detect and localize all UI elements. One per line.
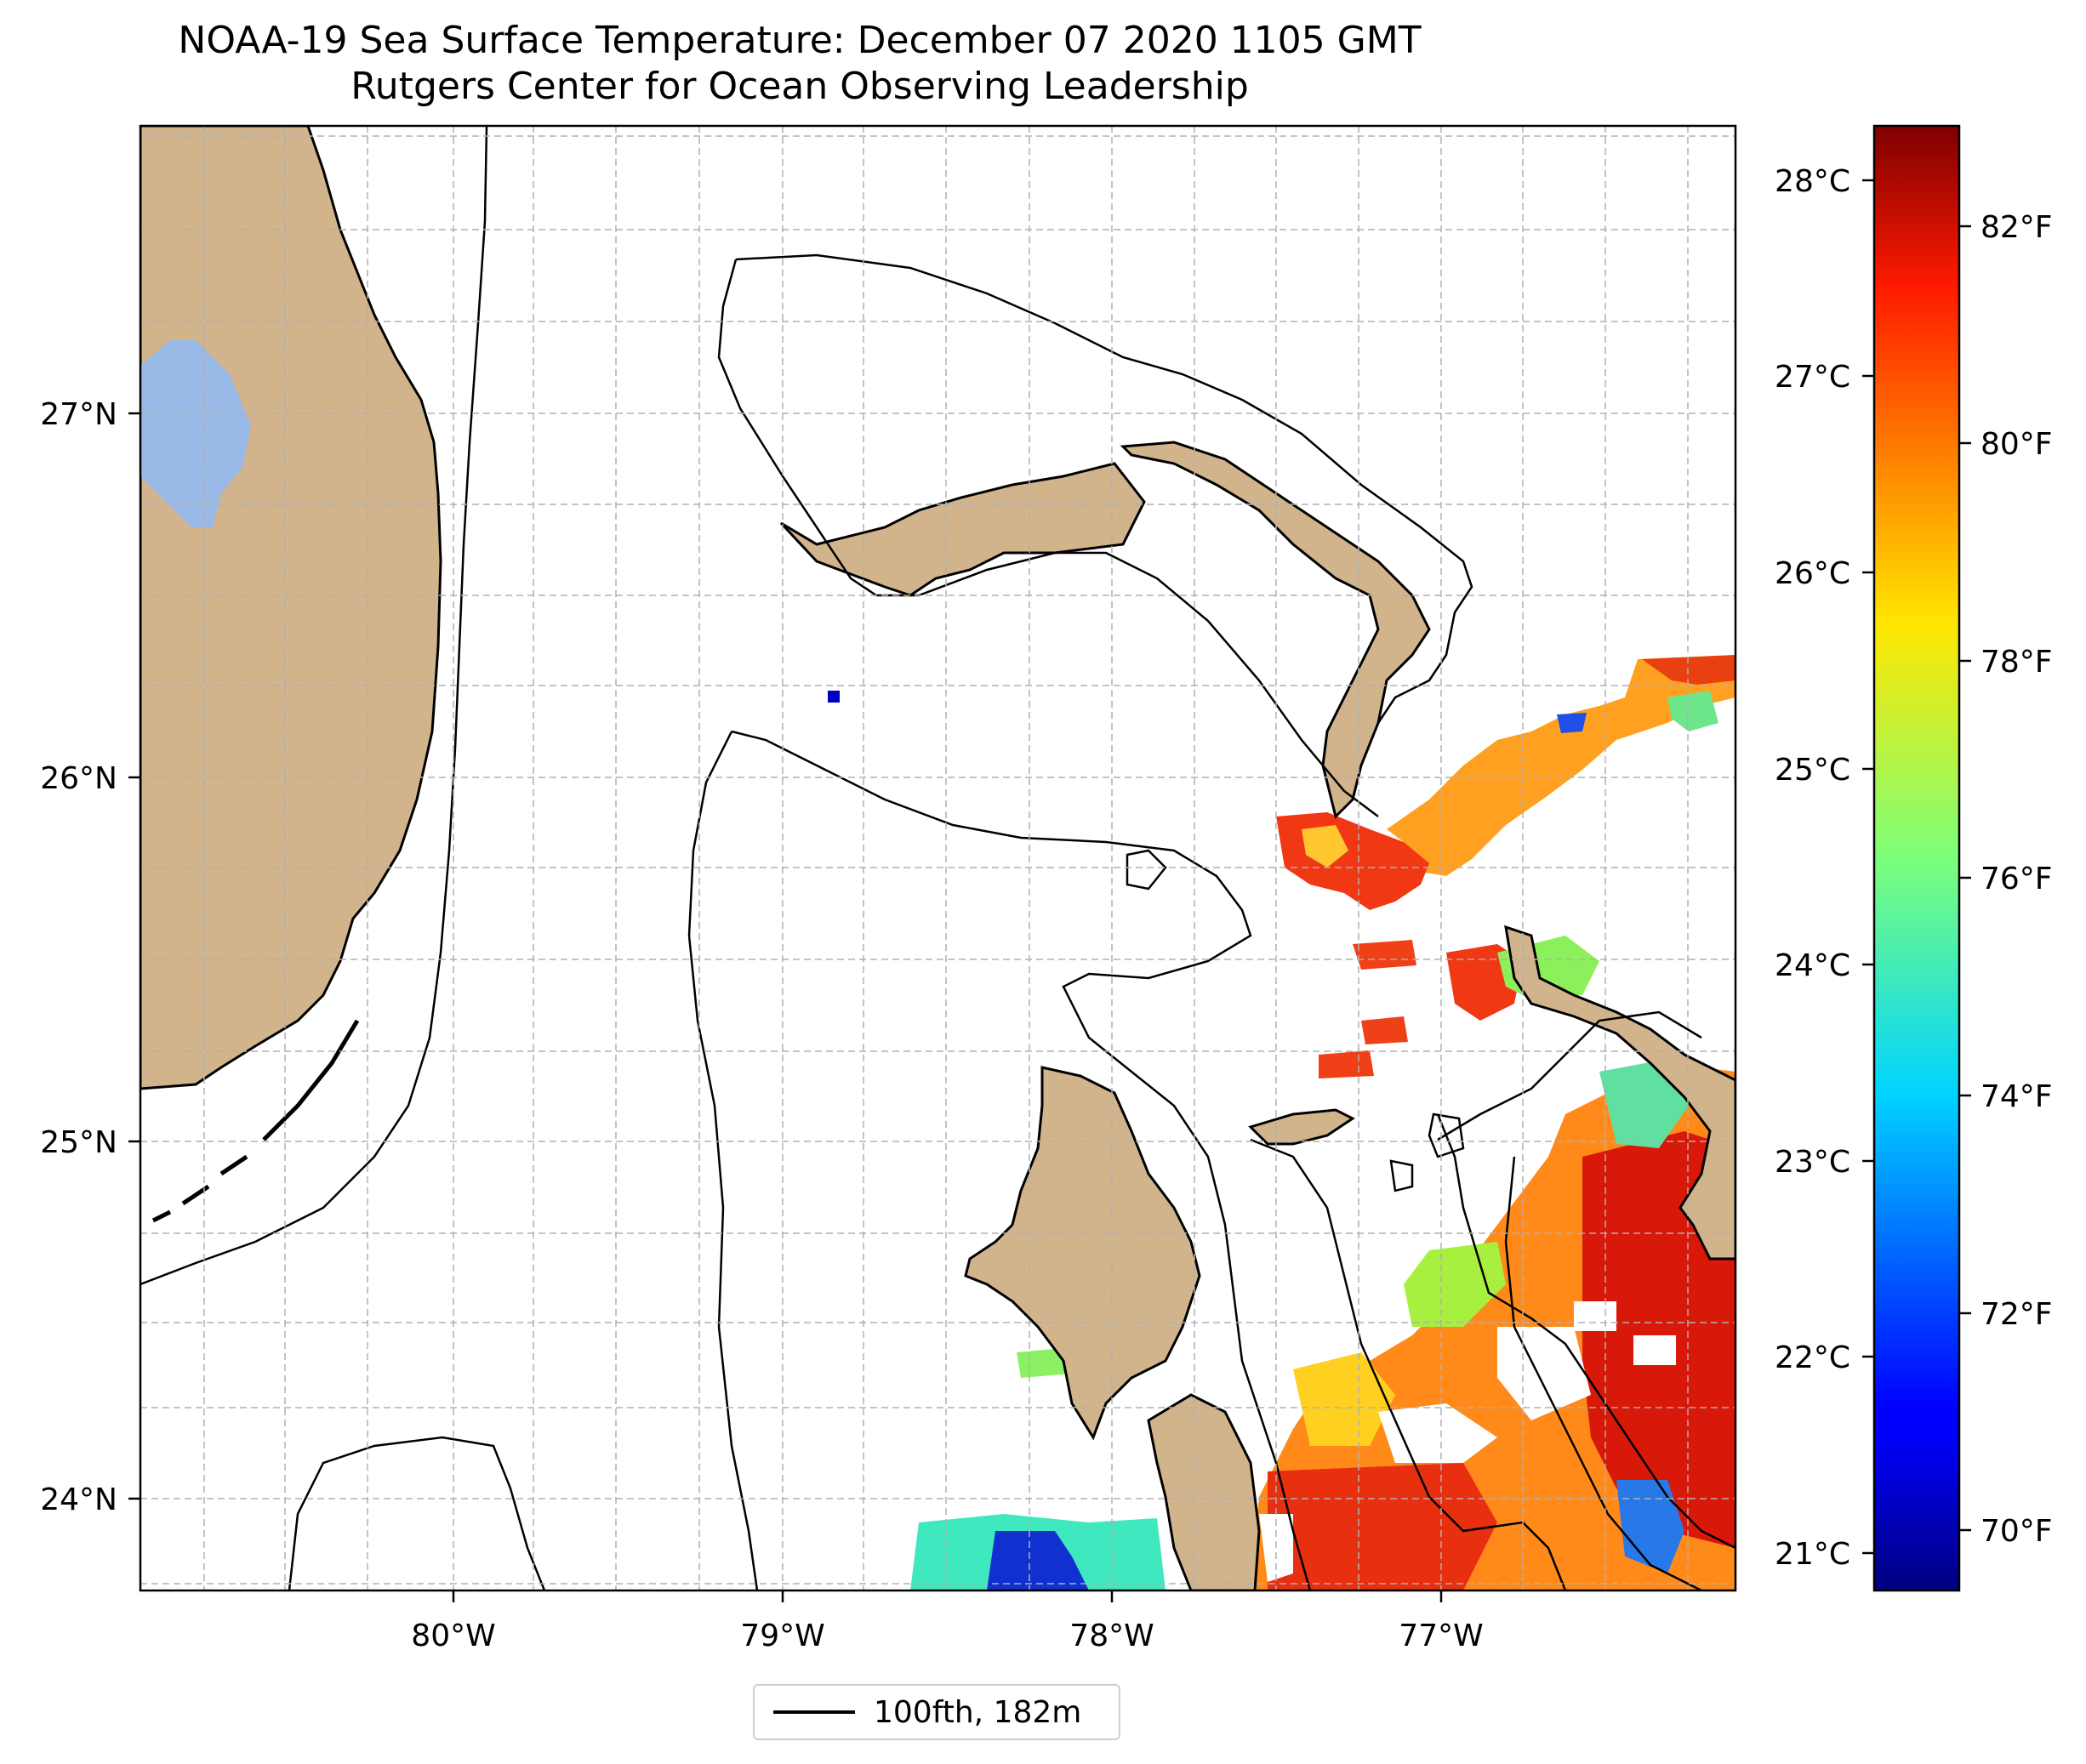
- fahrenheit-ticks: [1959, 225, 1971, 1532]
- isobath-100fth: [140, 126, 1735, 1590]
- sst-patch-sw-blue: [987, 1531, 1089, 1590]
- celsius-label: 28°C: [1775, 164, 1850, 199]
- lat-label: 26°N: [40, 761, 117, 796]
- small-cay: [1126, 849, 1167, 891]
- sst-patch-ne-green: [1667, 691, 1718, 731]
- lat-label: 25°N: [40, 1125, 117, 1160]
- sst-patch-small-1: [1353, 940, 1416, 970]
- lake-okeechobee: [140, 340, 251, 527]
- legend-label: 100fth, 182m: [874, 1694, 1082, 1730]
- map-frame: [139, 124, 1737, 1592]
- celsius-label: 22°C: [1775, 1340, 1850, 1375]
- sst-patch-se-blue: [1616, 1480, 1684, 1573]
- small-cay-3: [1389, 1159, 1414, 1192]
- andros-south: [1147, 1393, 1261, 1590]
- sst-data-layer: [828, 655, 1735, 1590]
- chart-title: NOAA-19 Sea Surface Temperature: Decembe…: [178, 19, 1422, 62]
- lat-label: 27°N: [40, 397, 117, 432]
- celsius-ticks: [1862, 179, 1874, 1555]
- sst-patch-bottom-red: [1268, 1463, 1497, 1590]
- fahrenheit-label: 78°F: [1981, 645, 2053, 680]
- celsius-label: 26°C: [1775, 556, 1850, 591]
- celsius-label: 21°C: [1775, 1537, 1850, 1572]
- fahrenheit-label: 80°F: [1981, 427, 2053, 462]
- celsius-label: 25°C: [1775, 753, 1850, 788]
- andros-island: [964, 1066, 1201, 1441]
- sst-patch-northeast: [1387, 655, 1735, 876]
- lon-label: 79°W: [740, 1619, 824, 1653]
- great-abaco: [1120, 441, 1431, 819]
- lat-label: 24°N: [40, 1482, 117, 1517]
- sst-patch-small-2: [1361, 1016, 1408, 1044]
- sst-patch-small-3: [1319, 1050, 1374, 1078]
- fahrenheit-label: 76°F: [1981, 862, 2053, 896]
- gridlines: [140, 126, 1735, 1590]
- fahrenheit-label: 72°F: [1981, 1297, 2053, 1332]
- grand-bahama: [779, 462, 1146, 597]
- lon-label: 80°W: [411, 1619, 495, 1653]
- sst-patch-ne-blue: [1557, 713, 1587, 733]
- small-cay-2: [1428, 1112, 1465, 1158]
- chart-subtitle: Rutgers Center for Ocean Observing Leade…: [351, 65, 1249, 108]
- map-area: [140, 126, 1735, 1590]
- fahrenheit-label: 70°F: [1981, 1514, 2053, 1549]
- sst-patch-ne-red: [1642, 655, 1735, 685]
- lon-label: 78°W: [1069, 1619, 1154, 1653]
- fahrenheit-label: 74°F: [1981, 1079, 2053, 1114]
- sst-patch-se-cyan: [1599, 1059, 1689, 1148]
- sst-patch-se-yellow: [1293, 1352, 1395, 1446]
- lon-label: 77°W: [1399, 1619, 1483, 1653]
- legend-line-swatch: [773, 1710, 855, 1714]
- celsius-label: 27°C: [1775, 360, 1850, 395]
- celsius-label: 23°C: [1775, 1145, 1850, 1180]
- legend: 100fth, 182m: [753, 1684, 1120, 1740]
- celsius-label: 24°C: [1775, 948, 1850, 983]
- axis-ticks: [128, 412, 1443, 1602]
- colorbar: [1872, 124, 1961, 1592]
- sst-patch-mid-yellow: [1302, 825, 1348, 868]
- fahrenheit-label: 82°F: [1981, 210, 2053, 245]
- florida-keys: [151, 1019, 360, 1223]
